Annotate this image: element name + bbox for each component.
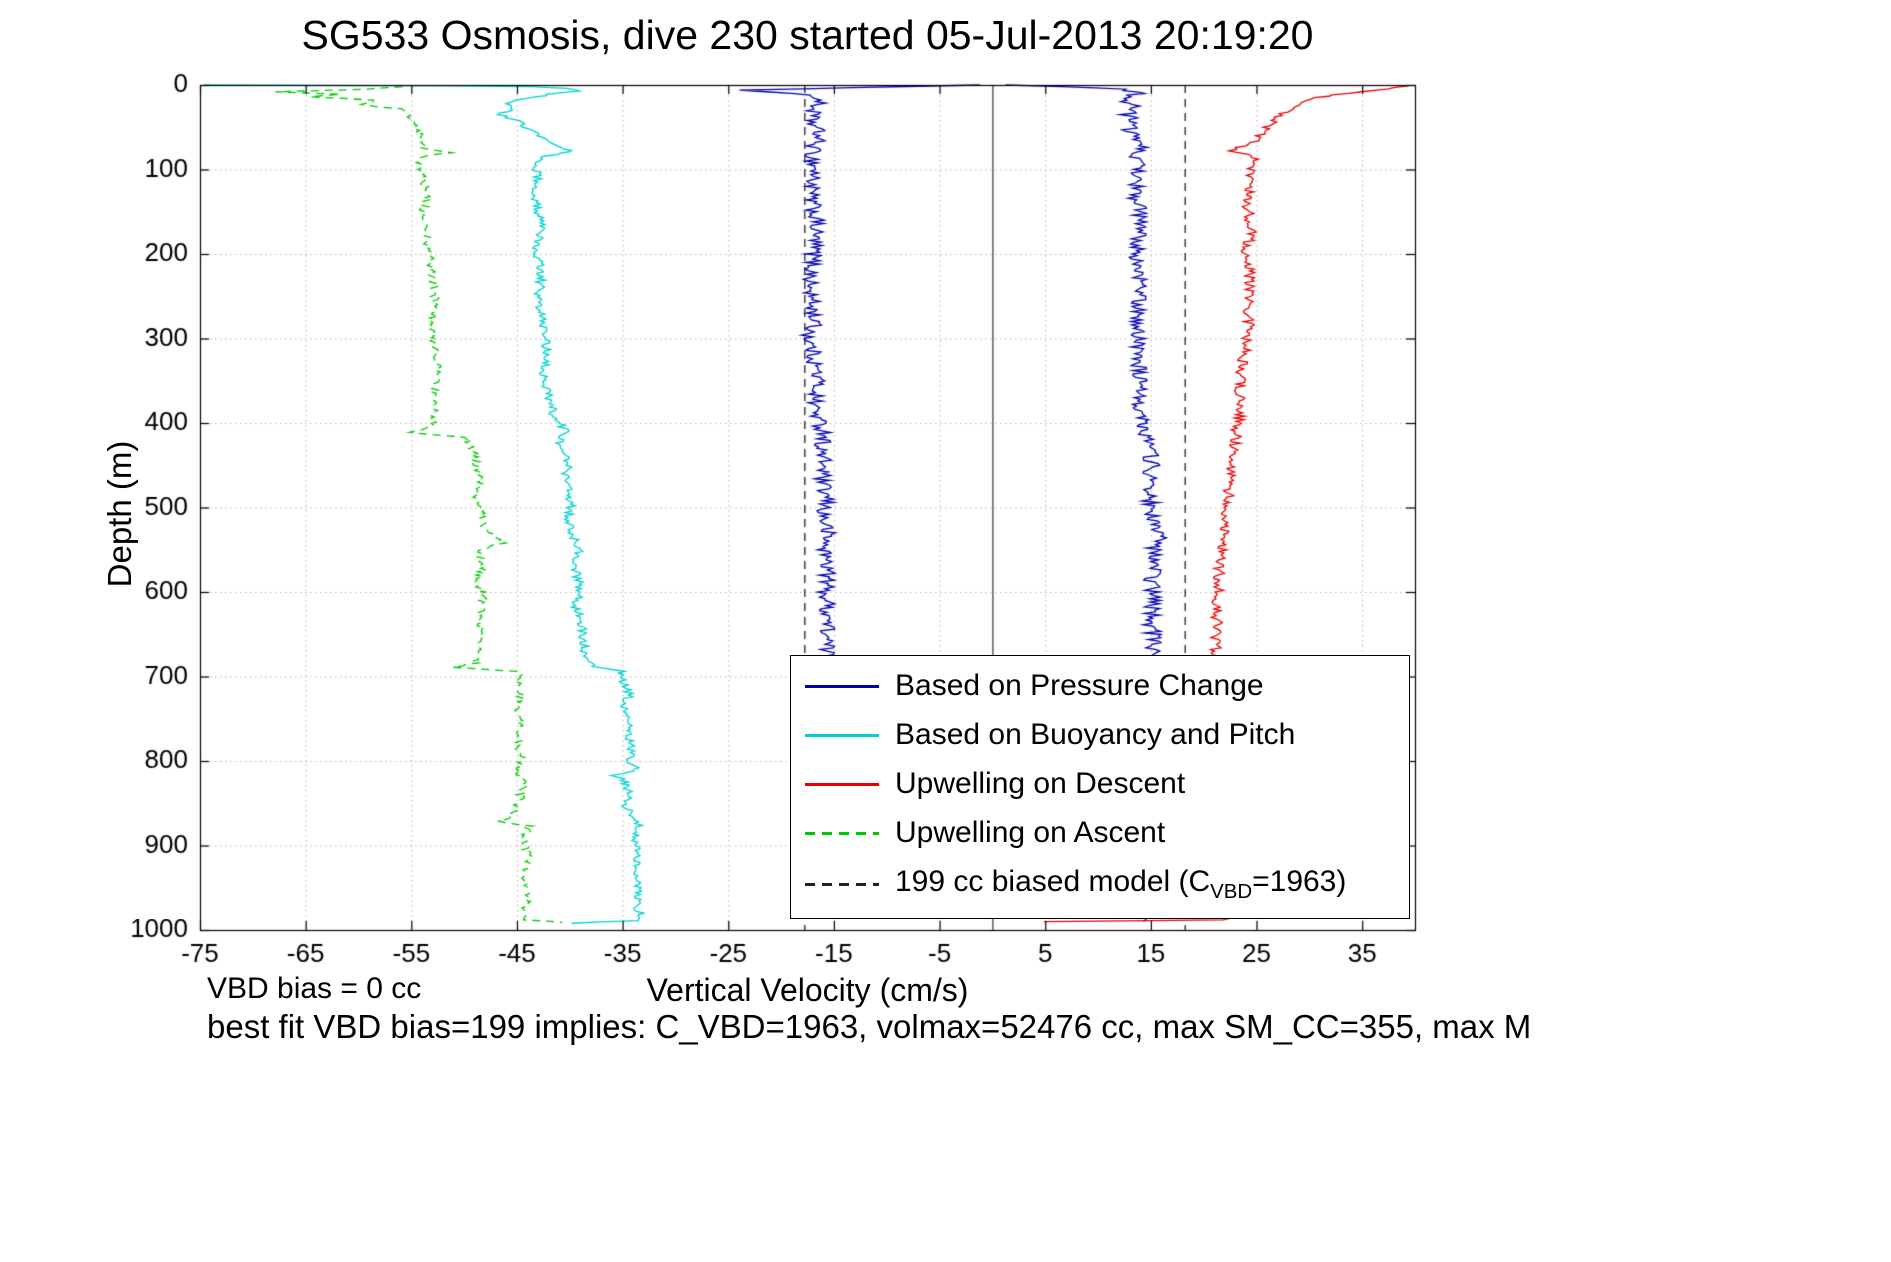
legend-line-sample [805, 733, 879, 737]
legend-item: Upwelling on Ascent [791, 818, 1409, 848]
best-fit-note: best fit VBD bias=199 implies: C_VBD=196… [207, 1008, 1532, 1045]
legend-item-label: Upwelling on Ascent [895, 816, 1166, 850]
legend: Based on Pressure Change Based on Buoyanc… [790, 655, 1410, 919]
legend-item: Based on Buoyancy and Pitch [791, 720, 1409, 750]
legend-line-sample [805, 831, 879, 835]
legend-item: Upwelling on Descent [791, 769, 1409, 799]
x-axis-label: Vertical Velocity (cm/s) [646, 972, 969, 1008]
legend-item-label: Based on Buoyancy and Pitch [895, 718, 1296, 752]
legend-item-label: 199 cc biased model (CVBD=1963) [895, 865, 1347, 904]
vbd-bias-note: VBD bias = 0 cc [207, 972, 422, 1005]
y-axis-label: Depth (m) [101, 440, 138, 588]
legend-item: Based on Pressure Change [791, 671, 1409, 701]
legend-line-sample [805, 883, 879, 887]
legend-line-sample [805, 782, 879, 786]
chart-title: SG533 Osmosis, dive 230 started 05-Jul-2… [301, 12, 1314, 58]
legend-line-sample [805, 684, 879, 688]
legend-item-label: Upwelling on Descent [895, 767, 1186, 801]
legend-item: 199 cc biased model (CVBD=1963) [791, 867, 1409, 903]
legend-item-label: Based on Pressure Change [895, 669, 1264, 703]
